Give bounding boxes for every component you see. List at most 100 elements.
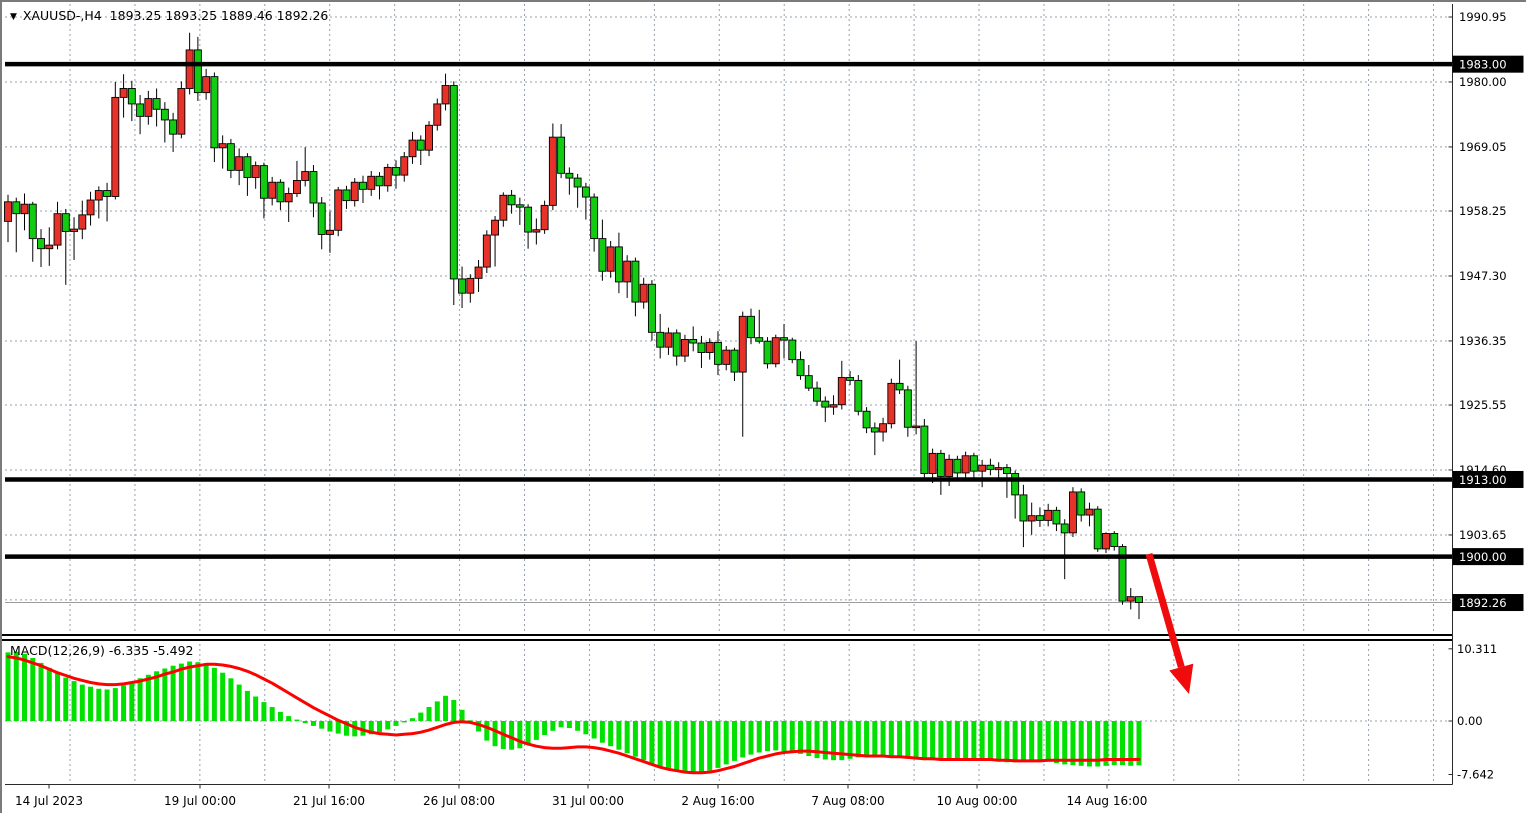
candle — [367, 170, 376, 196]
macd-bar — [930, 721, 936, 761]
macd-bar — [558, 721, 564, 728]
bear-candle-body — [524, 206, 533, 233]
macd-bar — [443, 695, 449, 721]
macd-bar — [368, 721, 374, 735]
bear-candle-body — [689, 339, 698, 344]
macd-bar — [715, 721, 721, 768]
macd-bar — [996, 721, 1002, 762]
collapse-triangle-icon[interactable]: ▼ — [10, 12, 17, 22]
macd-bar — [1111, 721, 1117, 766]
macd-bar — [921, 721, 927, 761]
price-tag-text: 1913.00 — [1459, 473, 1507, 487]
macd-bar — [63, 677, 69, 721]
macd-bar — [641, 721, 647, 761]
candle — [606, 240, 615, 278]
bear-candle-body — [557, 136, 566, 174]
candle — [854, 375, 863, 416]
macd-scale-label: 10.311 — [1457, 642, 1497, 656]
candle — [111, 81, 120, 200]
candle — [1044, 503, 1053, 527]
macd-bar — [781, 721, 787, 752]
candle — [235, 148, 244, 186]
macd-bar — [1004, 721, 1010, 763]
bear-candle-body — [259, 165, 268, 199]
bull-candle-body — [400, 156, 409, 176]
bear-candle-body — [903, 389, 912, 428]
candle — [515, 197, 524, 225]
bear-candle-body — [1002, 467, 1011, 474]
macd-bar — [30, 658, 36, 721]
bull-candle-body — [482, 234, 491, 268]
macd-bar — [525, 721, 531, 745]
bear-candle-body — [103, 190, 112, 197]
bear-candle-body — [1019, 494, 1028, 522]
macd-bar — [880, 721, 886, 756]
candle — [796, 351, 805, 380]
candle — [499, 192, 508, 227]
bear-candle-body — [986, 464, 995, 470]
candle — [70, 217, 78, 260]
macd-bar — [1128, 721, 1134, 766]
candle — [152, 88, 161, 127]
macd-bar — [1103, 721, 1109, 766]
macd-bar — [319, 721, 325, 729]
price-label: 1925.55 — [1459, 398, 1507, 412]
macd-bar — [599, 721, 605, 743]
bear-candle-body — [309, 171, 318, 204]
macd-bar — [385, 721, 391, 730]
candle — [672, 329, 681, 366]
macd-bar — [294, 719, 300, 721]
price-axis-area[interactable] — [1452, 2, 1526, 788]
bear-candle-body — [1052, 509, 1061, 525]
bull-candle-body — [177, 88, 186, 135]
macd-bar — [1012, 721, 1018, 763]
macd-bar — [905, 721, 911, 759]
candles-layer — [4, 32, 1143, 620]
bear-candle-body — [573, 177, 582, 188]
macd-bar — [707, 721, 713, 771]
candle — [755, 309, 764, 344]
candle — [1102, 532, 1110, 554]
macd-scale-label: 0.00 — [1457, 714, 1483, 728]
macd-bar — [343, 721, 349, 736]
macd-bar — [888, 721, 894, 756]
macd-bar — [616, 721, 622, 750]
macd-bar — [1119, 721, 1125, 766]
candle — [846, 370, 855, 386]
macd-bar — [847, 721, 853, 759]
candle — [1077, 488, 1086, 522]
candle — [722, 345, 731, 371]
candle — [136, 95, 145, 135]
macd-bar — [277, 711, 283, 721]
bull-candle-body — [961, 455, 970, 474]
macd-bar — [467, 720, 473, 722]
macd-bar — [269, 707, 275, 721]
price-tag-1913.00: 1913.00 — [1452, 470, 1524, 488]
time-label: 21 Jul 16:00 — [293, 794, 365, 808]
price-tag-text: 1983.00 — [1459, 58, 1507, 72]
trend-arrow[interactable] — [1145, 553, 1194, 694]
macd-bar — [533, 721, 539, 740]
bear-candle-body — [458, 278, 467, 294]
macd-bar — [228, 678, 234, 721]
candle — [1085, 502, 1094, 527]
macd-bar — [971, 721, 977, 759]
candle — [45, 227, 54, 266]
candle — [251, 161, 260, 189]
candle — [829, 395, 838, 415]
bear-candle-body — [243, 156, 252, 178]
macd-bar — [79, 684, 85, 721]
time-axis-area[interactable]: 14 Jul 2023 19 Jul 00:00 21 Jul 16:00 26 Ju… — [15, 784, 1147, 809]
bear-candle-body — [813, 387, 821, 402]
bull-candle-body — [433, 103, 442, 126]
candle — [218, 135, 227, 169]
candle — [705, 338, 714, 360]
bull-candle-body — [1069, 491, 1077, 534]
macd-bar — [1095, 721, 1101, 767]
price-label: 1980.00 — [1459, 75, 1507, 89]
candle — [334, 186, 343, 237]
symbol-ohlc-text: XAUUSD-,H4 1893.25 1893.25 1889.46 1892.… — [22, 8, 329, 23]
bear-candle-body — [598, 238, 607, 272]
